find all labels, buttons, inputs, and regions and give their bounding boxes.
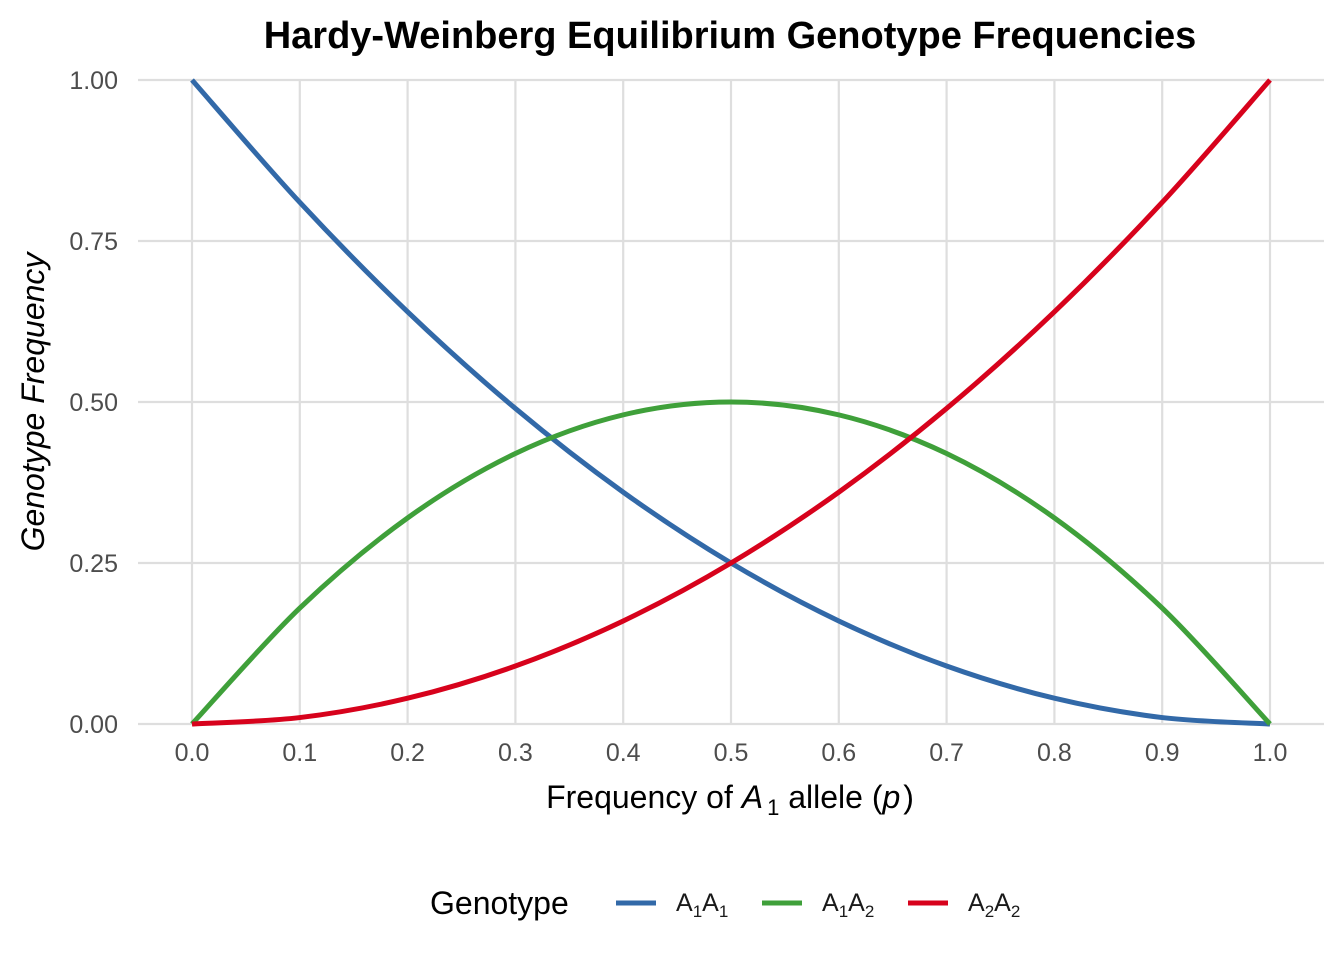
x-tick-label: 0.9 — [1145, 739, 1180, 767]
x-axis-title-middle: allele ( — [779, 779, 883, 815]
legend: Genotype A1A1 A1A2 A2A2 — [430, 885, 1020, 921]
legend-label-part: A — [968, 889, 985, 917]
x-axis-title-variable-p: p — [881, 779, 900, 815]
y-tick-label: 0.50 — [69, 389, 118, 417]
legend-label-part: 1 — [839, 902, 848, 921]
legend-label-part: A — [822, 889, 839, 917]
series-A1A2 — [190, 399, 1272, 726]
grid-lines — [138, 78, 1324, 726]
legend-label-part: 2 — [985, 902, 994, 921]
x-tick-label: 1.0 — [1253, 739, 1288, 767]
legend-label-part: 2 — [865, 902, 874, 921]
x-axis-title-subscript: 1 — [767, 795, 779, 820]
x-tick-label: 0.8 — [1037, 739, 1072, 767]
legend-label-part: A — [702, 889, 719, 917]
x-tick-label: 0.7 — [929, 739, 964, 767]
legend-label-part: 2 — [1011, 902, 1020, 921]
series-line-A1A1 — [190, 78, 1271, 727]
x-tick-label: 0.2 — [390, 739, 425, 767]
y-tick-label: 0.00 — [69, 711, 118, 739]
x-tick-label: 0.1 — [282, 739, 317, 767]
x-tick-label: 0.3 — [498, 739, 533, 767]
chart-title: Hardy-Weinberg Equilibrium Genotype Freq… — [264, 15, 1197, 57]
legend-label-A1A1: A1A1 — [676, 889, 728, 921]
y-axis-title: Genotype Frequency — [15, 251, 51, 552]
series-line-A2A2 — [191, 78, 1272, 727]
y-tick-label: 0.25 — [69, 550, 118, 578]
legend-title: Genotype — [430, 885, 569, 921]
legend-label-A2A2: A2A2 — [968, 889, 1020, 921]
series-A2A2 — [191, 78, 1272, 727]
legend-label-part: A — [994, 889, 1011, 917]
legend-label-part: A — [848, 889, 865, 917]
legend-item-A2A2: A2A2 — [908, 889, 1020, 921]
series-A1A1 — [190, 78, 1271, 727]
series-lines — [190, 78, 1272, 727]
x-axis-ticks: 0.0 0.1 0.2 0.3 0.4 0.5 0.6 0.7 0.8 0.9 1.0 — [175, 739, 1288, 767]
x-tick-label: 0.5 — [714, 739, 749, 767]
y-axis-ticks: 0.00 0.25 0.50 0.75 1.00 — [69, 67, 118, 739]
x-tick-label: 0.4 — [606, 739, 641, 767]
legend-label-part: 1 — [719, 902, 728, 921]
x-tick-label: 0.6 — [821, 739, 856, 767]
x-tick-label: 0.0 — [175, 739, 210, 767]
legend-label-part: 1 — [693, 902, 702, 921]
legend-label-A1A2: A1A2 — [822, 889, 874, 921]
x-axis-title-variable: A — [740, 779, 763, 815]
legend-item-A1A2: A1A2 — [762, 889, 874, 921]
legend-item-A1A1: A1A1 — [616, 889, 728, 921]
series-line-A1A2 — [190, 399, 1272, 726]
x-axis-title-prefix: Frequency of — [546, 779, 742, 815]
legend-label-part: A — [676, 889, 693, 917]
y-tick-label: 0.75 — [69, 228, 118, 256]
x-axis-title-suffix: ) — [903, 779, 914, 815]
y-tick-label: 1.00 — [69, 67, 118, 95]
